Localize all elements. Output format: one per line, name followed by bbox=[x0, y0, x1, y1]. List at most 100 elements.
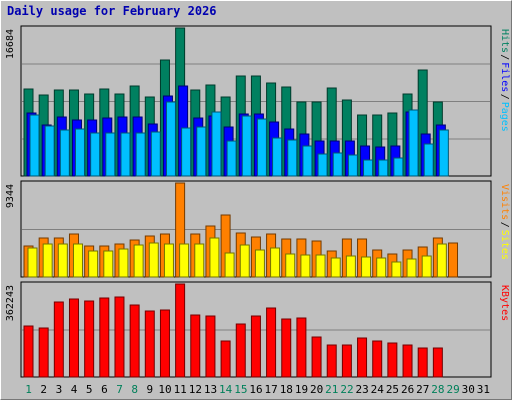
bar-kbytes-day-26 bbox=[402, 344, 413, 378]
bar-pages-day-5 bbox=[90, 132, 101, 177]
bar-sites-day-17 bbox=[270, 247, 281, 278]
bar-sites-day-28 bbox=[436, 243, 447, 278]
bar-kbytes-day-15 bbox=[235, 323, 246, 378]
bar-kbytes-day-4 bbox=[68, 298, 79, 378]
x-tick-day-9: 9 bbox=[147, 383, 154, 396]
bar-pages-day-7 bbox=[120, 132, 131, 177]
x-tick-day-20: 20 bbox=[310, 383, 323, 396]
bar-pages-day-8 bbox=[135, 132, 146, 177]
bar-sites-day-19 bbox=[300, 254, 311, 278]
bar-pages-day-4 bbox=[74, 128, 85, 177]
x-tick-day-1: 1 bbox=[25, 383, 32, 396]
x-tick-day-2: 2 bbox=[40, 383, 47, 396]
x-tick-day-28: 28 bbox=[431, 383, 444, 396]
scale-label-hits_files_pages: 16684 bbox=[5, 29, 16, 59]
bar-kbytes-day-9 bbox=[144, 310, 155, 378]
bar-sites-day-6 bbox=[103, 250, 114, 278]
bar-kbytes-day-24 bbox=[372, 340, 383, 378]
bar-sites-day-14 bbox=[224, 252, 235, 278]
bar-kbytes-day-12 bbox=[190, 314, 201, 378]
bar-kbytes-day-21 bbox=[326, 344, 337, 378]
bar-kbytes-day-19 bbox=[296, 317, 307, 378]
bar-sites-day-15 bbox=[239, 244, 250, 278]
bar-pages-day-20 bbox=[317, 153, 328, 177]
x-tick-day-25: 25 bbox=[386, 383, 399, 396]
legend-label-kbytes: KBytes bbox=[499, 285, 510, 321]
bar-sites-day-23 bbox=[361, 256, 372, 278]
bar-kbytes-day-7 bbox=[114, 296, 125, 378]
x-tick-day-14: 14 bbox=[219, 383, 233, 396]
bar-pages-day-22 bbox=[347, 154, 358, 177]
bar-sites-day-21 bbox=[330, 257, 341, 278]
bar-kbytes-day-27 bbox=[417, 347, 428, 378]
bar-pages-day-21 bbox=[332, 152, 343, 177]
bar-kbytes-day-16 bbox=[250, 315, 261, 378]
bar-pages-day-25 bbox=[393, 157, 404, 177]
bar-kbytes-day-18 bbox=[281, 318, 292, 378]
x-tick-day-21: 21 bbox=[325, 383, 338, 396]
bar-pages-day-11 bbox=[181, 127, 192, 177]
bar-sites-day-1 bbox=[27, 247, 38, 278]
bar-pages-day-27 bbox=[423, 143, 434, 177]
bar-pages-day-15 bbox=[241, 115, 252, 177]
bar-kbytes-day-5 bbox=[84, 300, 95, 378]
bar-sites-day-10 bbox=[163, 243, 174, 278]
bar-kbytes-day-14 bbox=[220, 340, 231, 378]
bar-pages-day-28 bbox=[438, 129, 449, 177]
x-tick-day-16: 16 bbox=[249, 383, 262, 396]
x-tick-day-27: 27 bbox=[416, 383, 429, 396]
scale-label-kbytes: 362243 bbox=[5, 285, 16, 321]
bar-kbytes-day-11 bbox=[175, 283, 186, 378]
x-tick-day-13: 13 bbox=[204, 383, 217, 396]
bar-sites-day-12 bbox=[194, 243, 205, 278]
bar-pages-day-12 bbox=[196, 126, 207, 177]
x-tick-day-30: 30 bbox=[462, 383, 475, 396]
bar-kbytes-day-17 bbox=[266, 307, 277, 378]
bar-sites-day-4 bbox=[72, 243, 83, 278]
bar-pages-day-19 bbox=[302, 145, 313, 177]
legend-label-sites: Sites bbox=[499, 230, 510, 260]
x-tick-day-31: 31 bbox=[477, 383, 490, 396]
x-tick-day-22: 22 bbox=[340, 383, 353, 396]
x-tick-day-15: 15 bbox=[234, 383, 247, 396]
bar-pages-day-26 bbox=[408, 109, 419, 177]
x-tick-day-12: 12 bbox=[189, 383, 202, 396]
bar-pages-day-9 bbox=[150, 131, 161, 177]
bar-pages-day-6 bbox=[105, 132, 116, 177]
bar-kbytes-day-1 bbox=[23, 325, 34, 378]
bar-pages-day-2 bbox=[44, 125, 55, 177]
bar-kbytes-day-28 bbox=[432, 347, 443, 378]
scale-label-visits_sites: 9344 bbox=[5, 184, 16, 208]
bar-sites-day-7 bbox=[118, 248, 129, 278]
bar-sites-day-8 bbox=[133, 244, 144, 278]
bar-pages-day-14 bbox=[226, 140, 237, 177]
legend-label-files: Files bbox=[499, 62, 510, 92]
bar-sites-day-5 bbox=[88, 250, 99, 278]
x-tick-day-3: 3 bbox=[56, 383, 63, 396]
bar-pages-day-13 bbox=[211, 111, 222, 177]
bar-pages-day-24 bbox=[378, 159, 389, 177]
bar-sites-day-3 bbox=[57, 243, 68, 278]
bar-sites-day-26 bbox=[406, 258, 417, 278]
bar-sites-day-24 bbox=[376, 257, 387, 278]
x-tick-day-10: 10 bbox=[158, 383, 171, 396]
bar-kbytes-day-13 bbox=[205, 315, 216, 378]
bar-pages-day-10 bbox=[165, 101, 176, 177]
bar-pages-day-23 bbox=[363, 159, 374, 177]
bar-sites-day-27 bbox=[421, 255, 432, 278]
bar-pages-day-17 bbox=[272, 137, 283, 177]
x-tick-day-19: 19 bbox=[295, 383, 308, 396]
bar-sites-day-11 bbox=[179, 243, 190, 278]
bar-kbytes-day-6 bbox=[99, 297, 110, 378]
bar-kbytes-day-23 bbox=[357, 337, 368, 378]
bar-sites-day-22 bbox=[345, 255, 356, 278]
legend-separator: / bbox=[499, 222, 510, 228]
x-tick-day-24: 24 bbox=[371, 383, 385, 396]
bar-kbytes-day-22 bbox=[341, 344, 352, 378]
x-tick-day-11: 11 bbox=[174, 383, 187, 396]
bar-pages-day-3 bbox=[59, 129, 70, 177]
bar-kbytes-day-3 bbox=[53, 301, 64, 378]
x-tick-day-26: 26 bbox=[401, 383, 414, 396]
bar-kbytes-day-2 bbox=[38, 327, 49, 378]
